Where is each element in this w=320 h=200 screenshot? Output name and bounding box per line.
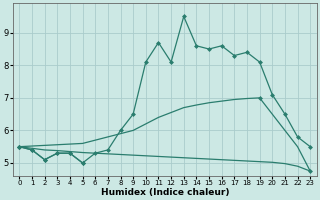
X-axis label: Humidex (Indice chaleur): Humidex (Indice chaleur) — [100, 188, 229, 197]
